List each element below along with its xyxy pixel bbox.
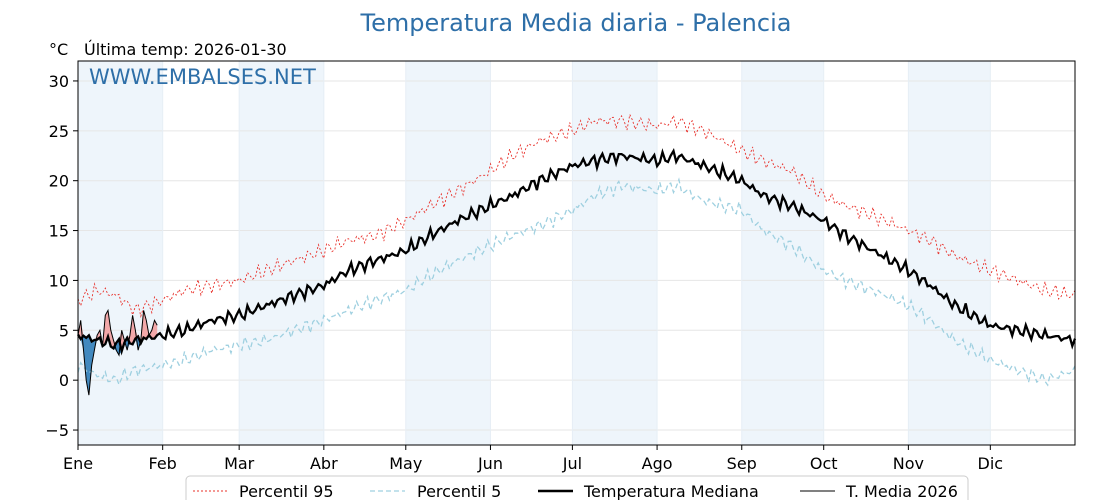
series-layer — [77, 113, 1077, 396]
series-p5-line — [77, 177, 1076, 387]
y-tick-label-20: 20 — [49, 172, 69, 191]
month-band-mar — [239, 61, 324, 445]
series-p95-line — [77, 113, 1076, 319]
x-tick-label-ago: Ago — [642, 454, 673, 473]
x-tick-label-jul: Jul — [562, 454, 582, 473]
legend-label-median: Temperatura Mediana — [583, 482, 759, 500]
y-tick-label-25: 25 — [49, 122, 69, 141]
x-tick-label-nov: Nov — [893, 454, 924, 473]
x-tick-label-dic: Dic — [978, 454, 1004, 473]
series-current-line — [77, 308, 158, 396]
month-band-sep — [741, 61, 824, 445]
month-band-nov — [908, 61, 991, 445]
x-tick-label-sep: Sep — [727, 454, 757, 473]
month-band-jul — [572, 61, 658, 445]
legend: Percentil 95 Percentil 5 Temperatura Med… — [185, 475, 969, 500]
x-tick-label-ene: Ene — [63, 454, 93, 473]
x-tick-label-feb: Feb — [149, 454, 177, 473]
legend-box — [185, 475, 969, 500]
legend-label-current: T. Media 2026 — [845, 482, 958, 500]
legend-label-p5: Percentil 5 — [417, 482, 501, 500]
unit-label: °C — [49, 40, 68, 59]
legend-label-p95: Percentil 95 — [239, 482, 334, 500]
last-temp-label: Última temp: 2026-01-30 — [84, 40, 287, 59]
y-tick-label-30: 30 — [49, 72, 69, 91]
y-tick-label-10: 10 — [49, 271, 69, 290]
fill-below-median — [78, 334, 158, 396]
x-axis-ticks: Ene Feb Mar Abr May Jun Jul Ago Sep Oct Nov Dic — [63, 445, 1003, 473]
chart-title: Temperatura Media diaria - Palencia — [360, 9, 792, 37]
y-tick-label--5: −5 — [45, 421, 69, 440]
x-tick-label-mar: Mar — [224, 454, 255, 473]
month-bands — [78, 61, 991, 445]
x-tick-label-oct: Oct — [810, 454, 838, 473]
plot-frame — [77, 60, 1076, 446]
x-tick-label-abr: Abr — [310, 454, 338, 473]
x-tick-label-may: May — [389, 454, 422, 473]
month-band-ene — [78, 61, 163, 445]
y-tick-label-5: 5 — [59, 321, 69, 340]
series-median-line — [77, 148, 1077, 356]
y-tick-label-0: 0 — [59, 371, 69, 390]
x-tick-label-jun: Jun — [477, 454, 503, 473]
watermark: WWW.EMBALSES.NET — [89, 65, 316, 89]
y-axis-ticks: −5 0 5 10 15 20 25 30 — [45, 72, 78, 440]
y-tick-label-15: 15 — [49, 222, 69, 241]
month-band-may — [405, 61, 491, 445]
